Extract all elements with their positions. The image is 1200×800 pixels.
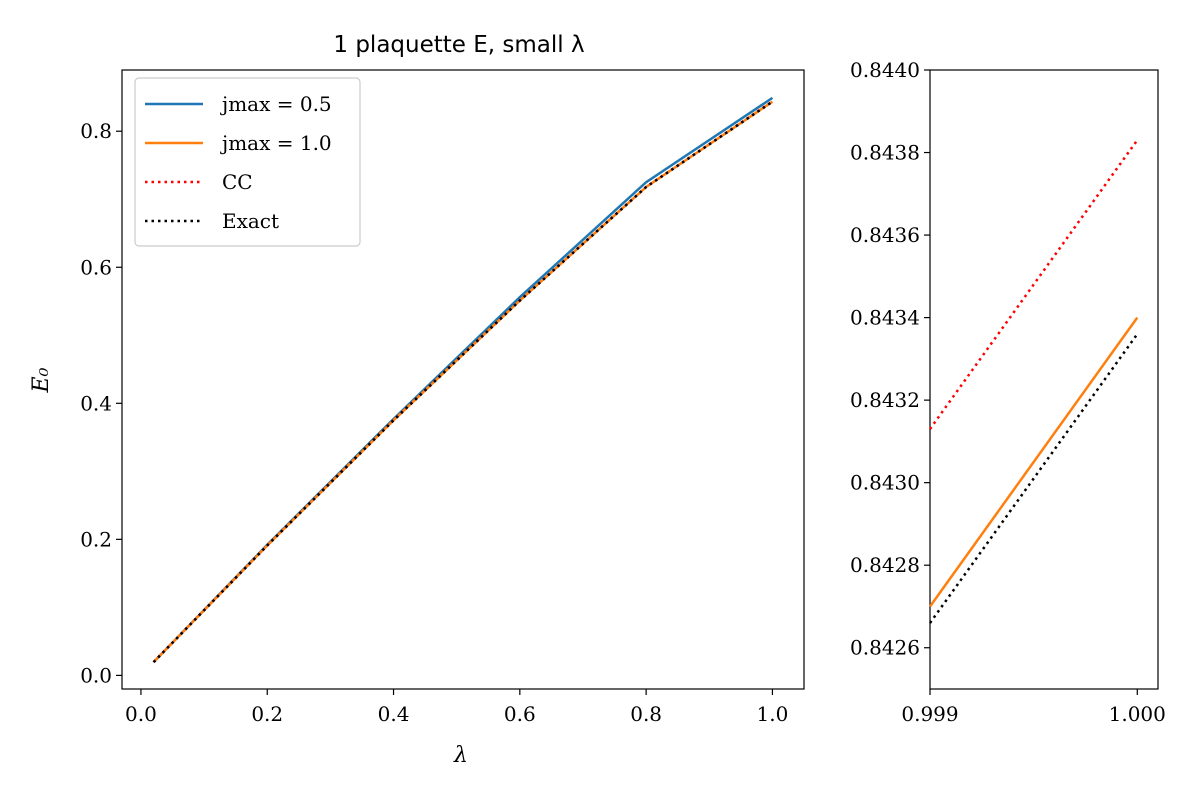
series-line-exact <box>928 333 1139 624</box>
zoom-series-lines <box>928 139 1139 624</box>
x-tick-label: 0.8 <box>630 702 662 726</box>
legend-label-cc: CC <box>222 170 253 194</box>
x-tick-label: 0.4 <box>378 702 410 726</box>
y-tick-label: 0.8436 <box>850 223 920 247</box>
legend-label-exact: Exact <box>222 209 279 233</box>
y-tick-label: 0.4 <box>80 391 112 415</box>
x-tick-label: 1.0 <box>757 702 789 726</box>
series-line-jmax-1-0 <box>928 316 1139 608</box>
main-y-axis-label: E₀ <box>29 367 54 393</box>
legend-box <box>134 77 361 247</box>
main-series-lines <box>152 96 774 664</box>
zoom-plot-frame <box>929 69 1159 690</box>
y-tick-label: 0.8438 <box>850 141 920 165</box>
main-x-axis-label: λ <box>453 743 468 768</box>
zoom-x-ticks: 0.999 1.000 <box>901 689 1166 726</box>
zoom-chart: 0.999 1.000 0.8426 0.8428 0.8430 0.8432 0.843… <box>850 58 1166 726</box>
series-line-exact <box>152 100 774 664</box>
x-tick-label: 0.2 <box>251 702 283 726</box>
legend-label-jmax-1.0: jmax = 1.0 <box>220 131 332 155</box>
y-tick-label: 0.8 <box>80 119 112 143</box>
x-tick-label: 0.6 <box>504 702 536 726</box>
y-tick-label: 0.8426 <box>850 636 920 660</box>
zoom-y-ticks: 0.8426 0.8428 0.8430 0.8432 0.8434 0.8436 0.84… <box>850 58 930 660</box>
y-tick-label: 0.8430 <box>850 471 920 495</box>
main-chart: 1 plaquette E, small λ 0.0 0.2 0.4 0.6 0.8 1.… <box>29 32 805 768</box>
main-y-ticks: 0.0 0.2 0.4 0.6 0.8 <box>80 119 122 687</box>
legend: jmax = 0.5 jmax = 1.0 CC Exact <box>134 77 361 247</box>
series-line-cc <box>928 139 1139 430</box>
main-x-ticks: 0.0 0.2 0.4 0.6 0.8 1.0 <box>125 689 788 726</box>
legend-label-jmax-0.5: jmax = 0.5 <box>220 92 332 116</box>
y-tick-label: 0.8434 <box>850 306 920 330</box>
y-tick-label: 0.2 <box>80 527 112 551</box>
x-tick-label: 0.999 <box>901 702 958 726</box>
y-tick-label: 0.8428 <box>850 553 920 577</box>
x-tick-label: 0.0 <box>125 702 157 726</box>
x-tick-label: 1.000 <box>1109 702 1166 726</box>
main-plot-frame <box>121 69 805 690</box>
y-tick-label: 0.6 <box>80 255 112 279</box>
y-tick-label: 0.8432 <box>850 388 920 412</box>
y-tick-label: 0.8440 <box>850 58 920 82</box>
y-tick-label: 0.0 <box>80 663 112 687</box>
main-chart-title: 1 plaquette E, small λ <box>333 32 584 58</box>
